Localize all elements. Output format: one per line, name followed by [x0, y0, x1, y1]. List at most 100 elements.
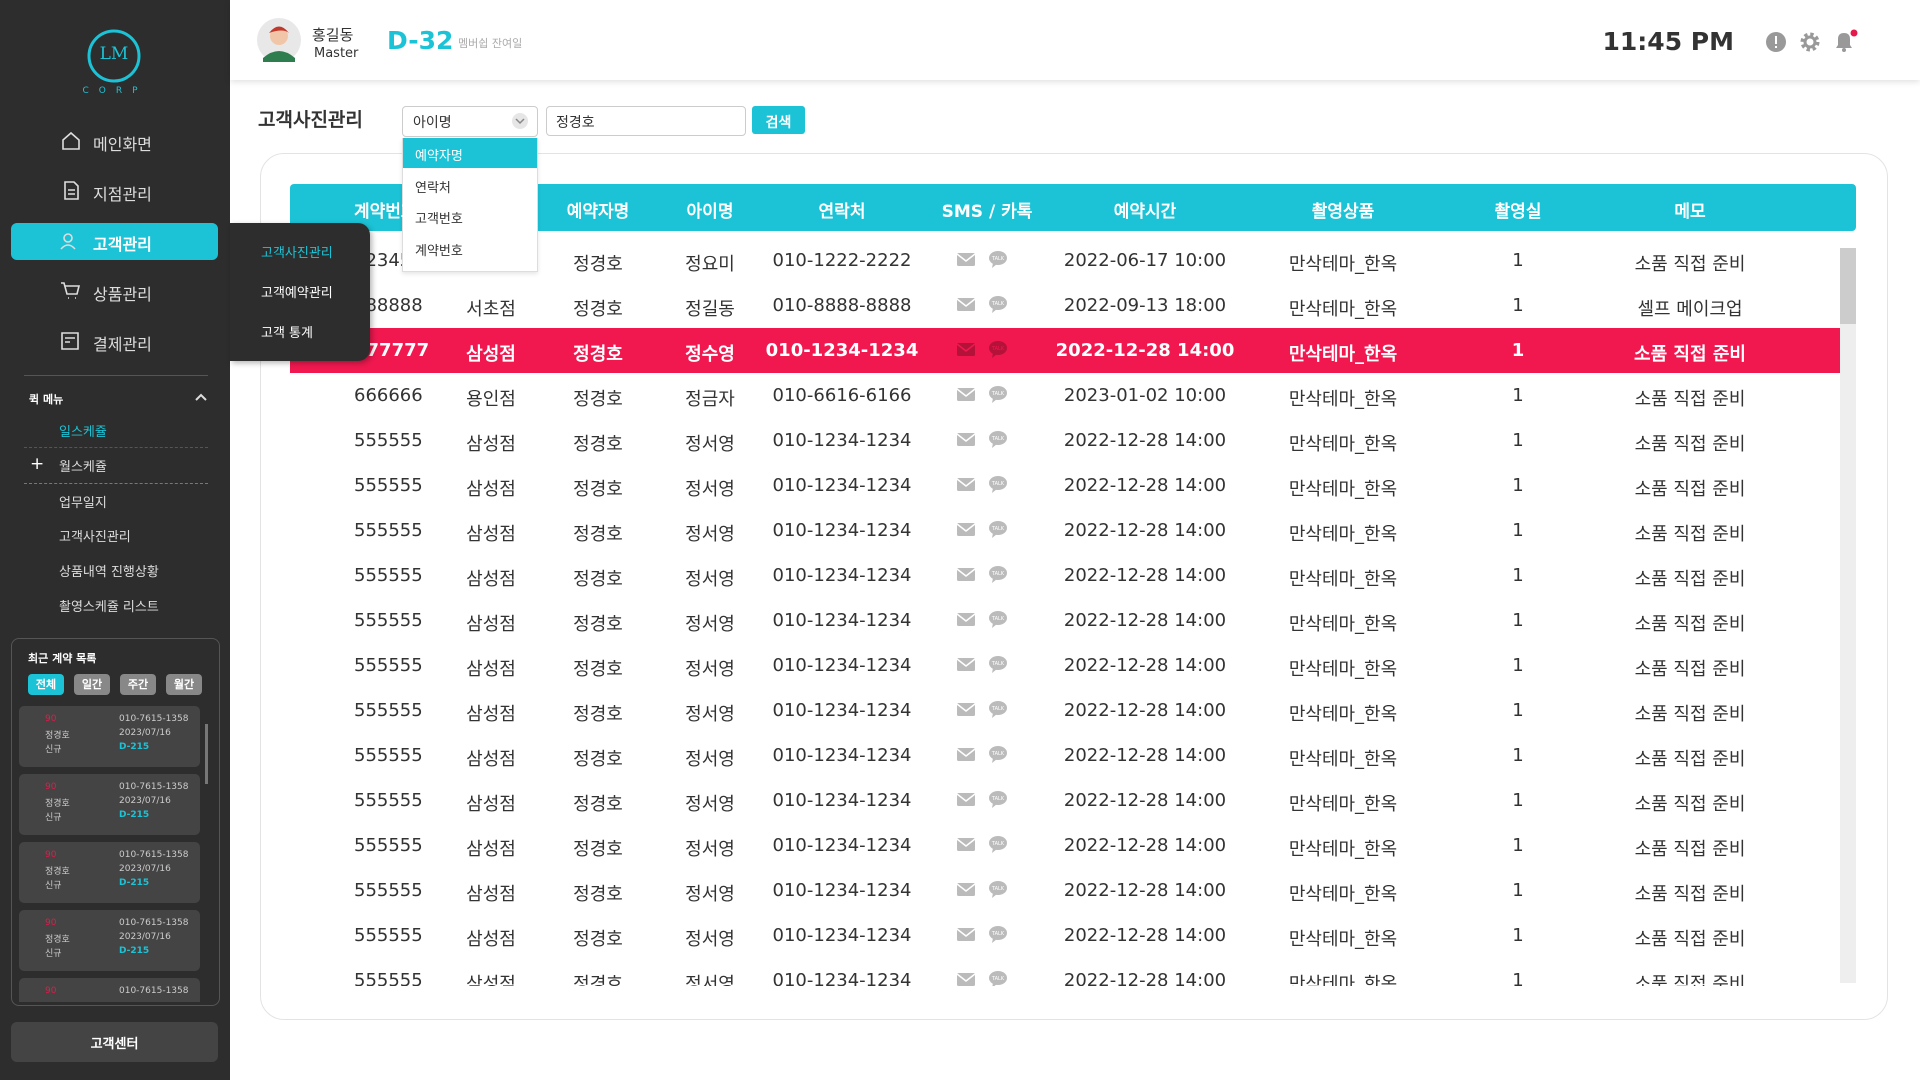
kakao-icon[interactable]: TALK	[988, 700, 1008, 720]
sms-icon[interactable]	[956, 700, 976, 720]
nav-item[interactable]: 메인화면	[93, 135, 152, 154]
kakao-icon[interactable]: TALK	[988, 970, 1008, 986]
kakao-icon[interactable]: TALK	[988, 745, 1008, 765]
scrollbar[interactable]	[1840, 248, 1856, 983]
kakao-icon[interactable]: TALK	[988, 655, 1008, 675]
submenu-item[interactable]: 고객예약관리	[261, 286, 333, 301]
quick-menu-item[interactable]: 촬영스케쥴 리스트	[59, 600, 159, 615]
sms-icon[interactable]	[956, 430, 976, 450]
scrollbar-thumb[interactable]	[1840, 248, 1856, 324]
nav-active-bg[interactable]	[11, 223, 218, 260]
kakao-icon[interactable]: TALK	[988, 565, 1008, 585]
kakao-icon[interactable]: TALK	[988, 790, 1008, 810]
kakao-icon[interactable]: TALK	[988, 295, 1008, 315]
table-row[interactable]: 555555 삼성점 정경호 정서영 010-1234-1234 2022-12-28 1…	[290, 508, 1840, 553]
kakao-icon[interactable]: TALK	[988, 430, 1008, 450]
filter-button[interactable]: 전체	[28, 674, 64, 695]
table-row[interactable]: 555555 삼성점 정경호 정서영 010-1234-1234 2022-12-28 1…	[290, 778, 1840, 823]
recent-card[interactable]: 90 010-7615-1358	[19, 978, 200, 1002]
table-cell: 소품 직접 준비	[1634, 569, 1746, 590]
nav-item[interactable]: 상품관리	[93, 285, 152, 304]
table-row[interactable]: 555555 삼성점 정경호 정서영 010-1234-1234 2022-12-28 1…	[290, 553, 1840, 598]
search-button[interactable]: 검색	[765, 115, 792, 131]
table-row[interactable]: 123456 정경호 정요미 010-1222-2222 2022-06-17 10:0…	[290, 238, 1840, 283]
sms-icon[interactable]	[956, 970, 976, 986]
table-row[interactable]: 666666 용인점 정경호 정금자 010-6616-6166 2023-01-02 1…	[290, 373, 1840, 418]
kakao-icon[interactable]: TALK	[988, 610, 1008, 630]
nav-icon[interactable]	[60, 230, 82, 252]
table-row[interactable]: 555555 삼성점 정경호 정서영 010-1234-1234 2022-12-28 1…	[290, 598, 1840, 643]
sms-icon[interactable]	[956, 295, 976, 315]
sms-icon[interactable]	[956, 340, 976, 360]
table-row[interactable]: 555555 삼성점 정경호 정서영 010-1234-1234 2022-12-28 1…	[290, 868, 1840, 913]
help-button-bg[interactable]	[11, 1022, 218, 1062]
sms-icon[interactable]	[956, 520, 976, 540]
quick-menu-item[interactable]: 상품내역 진행상황	[59, 565, 159, 580]
recent-card[interactable]: 90 정경호 신규 010-7615-1358 2023/07/16 D-215	[19, 706, 200, 767]
submenu-item[interactable]: 고객사진관리	[261, 246, 333, 261]
select-value[interactable]: 아이명	[413, 115, 452, 131]
table-row[interactable]: 555555 삼성점 정경호 정서영 010-1234-1234 2022-12-28 1…	[290, 688, 1840, 733]
sms-icon[interactable]	[956, 475, 976, 495]
search-value[interactable]: 정경호	[556, 115, 595, 131]
filter-button[interactable]: 일간	[74, 674, 110, 695]
sms-icon[interactable]	[956, 610, 976, 630]
quick-menu-item[interactable]: 고객사진관리	[59, 530, 131, 545]
select-option[interactable]: 연락처	[415, 180, 451, 196]
alert-icon[interactable]	[1765, 31, 1787, 53]
nav-item[interactable]: 결제관리	[93, 335, 152, 354]
sms-icon[interactable]	[956, 790, 976, 810]
select-arrow[interactable]	[511, 112, 529, 130]
sms-icon[interactable]	[956, 565, 976, 585]
sms-icon[interactable]	[956, 385, 976, 405]
nav-icon[interactable]	[60, 180, 82, 202]
kakao-icon[interactable]: TALK	[988, 475, 1008, 495]
sms-icon[interactable]	[956, 250, 976, 270]
search-input[interactable]	[546, 106, 746, 136]
table-row[interactable]: 555555 삼성점 정경호 정서영 010-1234-1234 2022-12-28 1…	[290, 823, 1840, 868]
filter-button[interactable]: 월간	[166, 674, 202, 695]
option-active[interactable]	[403, 138, 537, 168]
search-button-bg[interactable]	[752, 106, 805, 134]
quick-menu-item[interactable]: 일스케쥴	[59, 425, 107, 440]
sms-icon[interactable]	[956, 655, 976, 675]
table-row[interactable]: 777777 삼성점 정경호 정수영 010-1234-1234 2022-12-28 1…	[290, 328, 1840, 373]
kakao-icon[interactable]: TALK	[988, 250, 1008, 270]
help-button[interactable]: 고객센터	[90, 1037, 139, 1052]
select-option[interactable]: 고객번호	[415, 212, 463, 227]
sms-icon[interactable]	[956, 925, 976, 945]
table-row[interactable]: 555555 삼성점 정경호 정서영 010-1234-1234 2022-12-28 1…	[290, 463, 1840, 508]
recent-card[interactable]: 90 정경호 신규 010-7615-1358 2023/07/16 D-215	[19, 910, 200, 971]
sms-icon[interactable]	[956, 745, 976, 765]
sms-icon[interactable]	[956, 835, 976, 855]
submenu-item[interactable]: 고객 통계	[261, 326, 313, 341]
settings-icon[interactable]	[1799, 31, 1821, 53]
bell-icon[interactable]	[1832, 28, 1858, 54]
sms-icon[interactable]	[956, 880, 976, 900]
nav-icon[interactable]	[60, 280, 82, 302]
kakao-icon[interactable]: TALK	[988, 835, 1008, 855]
table-row[interactable]: 555555 삼성점 정경호 정서영 010-1234-1234 2022-12-28 1…	[290, 913, 1840, 958]
kakao-icon[interactable]: TALK	[988, 520, 1008, 540]
filter-button[interactable]: 주간	[120, 674, 156, 695]
recent-card[interactable]: 90 정경호 신규 010-7615-1358 2023/07/16 D-215	[19, 842, 200, 903]
kakao-icon[interactable]: TALK	[988, 925, 1008, 945]
kakao-icon[interactable]: TALK	[988, 880, 1008, 900]
collapse-icon[interactable]	[194, 392, 208, 402]
select-option[interactable]: 계약번호	[415, 243, 463, 259]
table-row[interactable]: 888888 서초점 정경호 정길동 010-8888-8888 2022-09-13 1…	[290, 283, 1840, 328]
select-option[interactable]: 예약자명	[415, 149, 463, 164]
recent-card[interactable]: 90 정경호 신규 010-7615-1358 2023/07/16 D-215	[19, 774, 200, 835]
nav-icon[interactable]	[60, 330, 82, 352]
nav-item[interactable]: 지점관리	[93, 185, 152, 204]
nav-icon[interactable]	[60, 130, 82, 152]
quick-menu-item[interactable]: 월스케쥴	[59, 460, 107, 475]
table-row[interactable]: 555555 삼성점 정경호 정서영 010-1234-1234 2022-12-28 1…	[290, 958, 1840, 986]
kakao-icon[interactable]: TALK	[988, 340, 1008, 360]
nav-item[interactable]: 고객관리	[93, 235, 152, 254]
table-row[interactable]: 555555 삼성점 정경호 정서영 010-1234-1234 2022-12-28 1…	[290, 418, 1840, 463]
kakao-icon[interactable]: TALK	[988, 385, 1008, 405]
table-row[interactable]: 555555 삼성점 정경호 정서영 010-1234-1234 2022-12-28 1…	[290, 643, 1840, 688]
table-row[interactable]: 555555 삼성점 정경호 정서영 010-1234-1234 2022-12-28 1…	[290, 733, 1840, 778]
quick-menu-item[interactable]: 업무일지	[59, 496, 107, 511]
